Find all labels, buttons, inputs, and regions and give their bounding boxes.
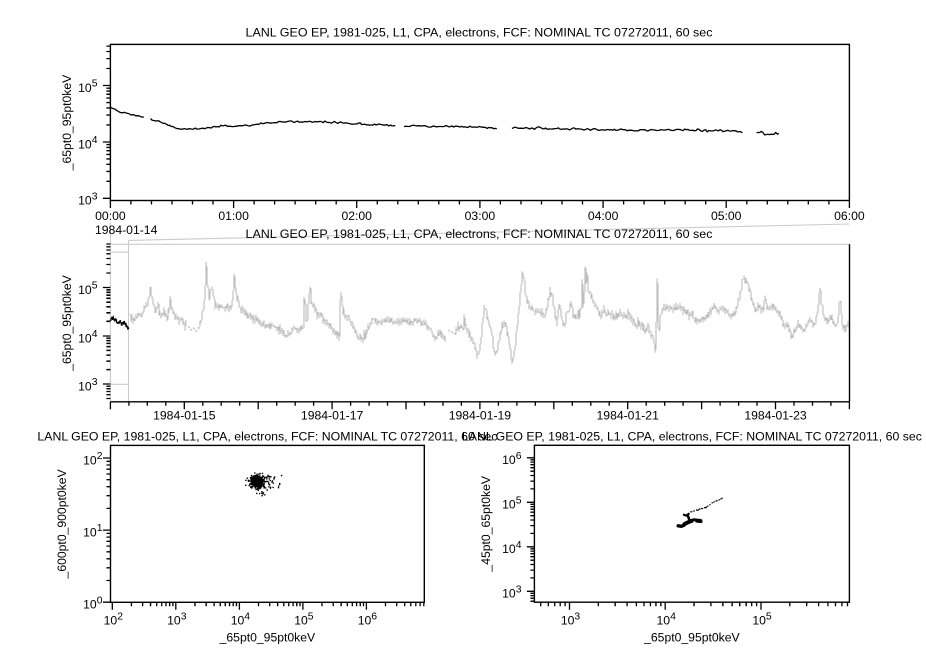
svg-text:1984-01-17: 1984-01-17 bbox=[301, 409, 364, 423]
svg-text:_45pt0_65pt0keV: _45pt0_65pt0keV bbox=[479, 475, 493, 572]
svg-text:_65pt0_95pt0keV: _65pt0_95pt0keV bbox=[643, 631, 740, 645]
svg-text:05:00: 05:00 bbox=[711, 209, 742, 223]
svg-text:02:00: 02:00 bbox=[341, 209, 372, 223]
svg-text:1984-01-21: 1984-01-21 bbox=[597, 409, 660, 423]
svg-text:_65pt0_95pt0keV: _65pt0_95pt0keV bbox=[60, 74, 74, 171]
svg-text:_65pt0_95pt0keV: _65pt0_95pt0keV bbox=[60, 274, 74, 371]
svg-text:LANL GEO EP, 1981-025, L1, CPA: LANL GEO EP, 1981-025, L1, CPA, electron… bbox=[246, 227, 713, 241]
svg-text:03:00: 03:00 bbox=[465, 209, 496, 223]
svg-text:01:00: 01:00 bbox=[218, 209, 249, 223]
svg-text:04:00: 04:00 bbox=[588, 209, 619, 223]
svg-text:LANL GEO EP, 1981-025, L1, CPA: LANL GEO EP, 1981-025, L1, CPA, electron… bbox=[37, 430, 497, 444]
svg-text:00:00: 00:00 bbox=[95, 209, 126, 223]
svg-text:1984-01-19: 1984-01-19 bbox=[449, 409, 512, 423]
svg-text:06:00: 06:00 bbox=[834, 209, 865, 223]
svg-text:_600pt0_900pt0keV: _600pt0_900pt0keV bbox=[55, 468, 69, 579]
svg-text:1984-01-15: 1984-01-15 bbox=[153, 409, 216, 423]
svg-text:1984-01-23: 1984-01-23 bbox=[744, 409, 807, 423]
svg-text:1984-01-14: 1984-01-14 bbox=[95, 223, 158, 237]
svg-text:_65pt0_95pt0keV: _65pt0_95pt0keV bbox=[219, 631, 316, 645]
svg-text:LANL GEO EP, 1981-025, L1, CPA: LANL GEO EP, 1981-025, L1, CPA, electron… bbox=[246, 26, 713, 40]
svg-text:LANL GEO EP, 1981-025, L1, CPA: LANL GEO EP, 1981-025, L1, CPA, electron… bbox=[462, 430, 922, 444]
